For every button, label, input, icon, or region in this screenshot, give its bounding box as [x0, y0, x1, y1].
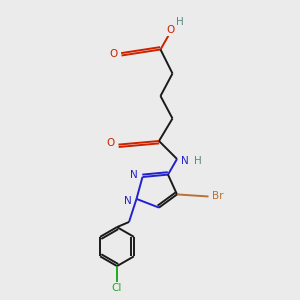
- Text: Cl: Cl: [112, 283, 122, 293]
- Text: N: N: [124, 196, 132, 206]
- Text: O: O: [110, 49, 118, 59]
- Text: N: N: [181, 155, 188, 166]
- Text: O: O: [167, 25, 175, 35]
- Text: N: N: [130, 169, 138, 180]
- Text: H: H: [194, 155, 201, 166]
- Text: O: O: [106, 138, 114, 148]
- Text: Br: Br: [212, 191, 224, 201]
- Text: H: H: [176, 17, 184, 27]
